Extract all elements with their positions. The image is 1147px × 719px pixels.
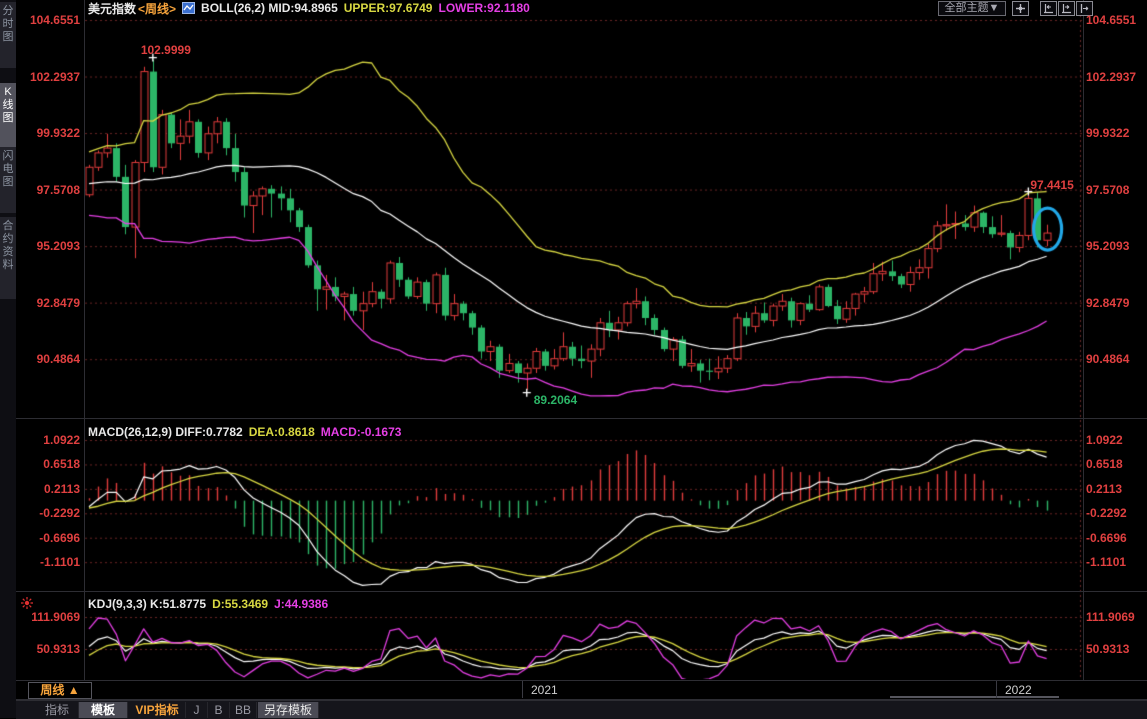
- main-y-label: 99.9322: [1086, 126, 1130, 141]
- axis-gutter-divider: [1083, 0, 1084, 680]
- main-y-label: 102.2937: [29, 69, 80, 84]
- main-y-label: 90.4864: [36, 352, 80, 367]
- main-y-label: 97.5708: [36, 182, 80, 197]
- axis-shift-right-icon[interactable]: [1058, 1, 1075, 16]
- toolbar-item-7[interactable]: 另存模板: [258, 702, 319, 718]
- macd-y-label: 1.0922: [43, 433, 80, 447]
- panel-divider: [16, 418, 1147, 419]
- chart-header: 美元指数 <周线> BOLL(26,2) MID:94.8965 UPPER:97…: [88, 1, 530, 16]
- main-y-label: 104.6551: [1086, 13, 1137, 27]
- main-y-label: 92.8479: [1086, 295, 1130, 310]
- kdj-y-label: 111.9069: [31, 610, 80, 624]
- high-price-annotation: 102.9999: [140, 42, 191, 57]
- toolbar-item-6[interactable]: BB: [230, 702, 257, 718]
- year-label: 2021: [531, 683, 558, 697]
- axis-gutter-divider: [84, 0, 85, 680]
- main-y-label: 95.2093: [36, 239, 80, 254]
- sidebar-item-4[interactable]: 合约资料: [0, 217, 16, 299]
- macd-header: MACD(26,12,9) DIFF:0.7782 DEA:0.8618 MAC…: [88, 425, 401, 439]
- toolbar-item-5[interactable]: B: [208, 702, 230, 718]
- left-sidebar: 分时图 K线图 闪电图合约资料: [0, 0, 16, 718]
- sidebar-item-3[interactable]: 闪电图: [0, 147, 16, 213]
- macd-value: MACD:-0.1673: [320, 425, 402, 439]
- macd-y-label: 0.2113: [1086, 481, 1123, 496]
- axis-shift-left-icon[interactable]: [1040, 1, 1057, 16]
- mini-chart-icon: [182, 2, 196, 14]
- kdj-d-value: D:55.3469: [212, 597, 269, 611]
- macd-y-label: -0.6696: [1086, 530, 1127, 545]
- panel-divider: [16, 591, 1147, 592]
- symbol-title: 美元指数: [88, 1, 137, 16]
- main-y-label: 99.9322: [36, 126, 80, 141]
- kdj-k-value: KDJ(9,3,3) K:51.8775: [88, 597, 207, 611]
- recent-high-annotation: 97.4415: [1030, 177, 1074, 192]
- bottom-toolbar: 指标 模板 VIP指标 J B BB 另存模板: [16, 700, 1147, 719]
- macd-y-label: 0.6518: [1086, 457, 1123, 472]
- period-selector-button[interactable]: 周线 ▲: [28, 682, 92, 699]
- sidebar-item-1[interactable]: 分时图: [0, 2, 16, 68]
- macd-y-label: 1.0922: [1086, 433, 1123, 447]
- main-y-label: 95.2093: [1086, 239, 1130, 254]
- main-y-label: 90.4864: [1086, 352, 1130, 367]
- low-price-annotation: 89.2064: [533, 392, 578, 407]
- boll-upper-value: UPPER:97.6749: [343, 1, 433, 15]
- h-scrollbar-thumb[interactable]: [890, 696, 1059, 698]
- toolbar-item-2[interactable]: 模板: [79, 702, 128, 718]
- macd-y-label: -0.2292: [1086, 506, 1127, 521]
- sidebar-item-2[interactable]: K线图: [0, 83, 16, 149]
- macd-y-label: -0.6696: [39, 530, 80, 545]
- main-y-label: 104.6551: [29, 13, 80, 27]
- boll-value: BOLL(26,2) MID:94.8965: [201, 1, 338, 15]
- boll-lower-value: LOWER:92.1180: [438, 1, 530, 15]
- macd-diff-value: MACD(26,12,9) DIFF:0.7782: [88, 425, 243, 439]
- main-y-label: 97.5708: [1086, 182, 1130, 197]
- toolbar-item-4[interactable]: J: [186, 702, 208, 718]
- period-tag[interactable]: <周线>: [138, 1, 177, 16]
- alert-sun-icon[interactable]: [20, 596, 34, 610]
- main-y-label: 92.8479: [36, 295, 80, 310]
- toolbar-item-3[interactable]: VIP指标: [129, 702, 186, 718]
- year-tick: [522, 681, 523, 698]
- crosshair-move-icon[interactable]: [1012, 1, 1029, 16]
- panel-divider: [16, 699, 1147, 700]
- panel-divider: [16, 680, 1147, 681]
- year-label: 2022: [1005, 683, 1032, 697]
- kdj-header: KDJ(9,3,3) K:51.8775 D:55.3469 J:44.9386: [88, 597, 328, 611]
- year-tick: [996, 681, 997, 698]
- macd-dea-value: DEA:0.8618: [248, 425, 315, 439]
- kdj-y-label: 50.9313: [36, 642, 80, 656]
- pop-out-icon[interactable]: [1076, 1, 1093, 16]
- macd-y-label: 0.6518: [43, 457, 80, 472]
- macd-y-label: -0.2292: [39, 506, 80, 521]
- macd-y-label: -1.1101: [39, 555, 80, 570]
- macd-y-label: -1.1101: [1086, 555, 1127, 570]
- kdj-y-label: 50.9313: [1086, 642, 1130, 656]
- kdj-y-label: 111.9069: [1086, 610, 1135, 624]
- macd-y-label: 0.2113: [43, 481, 80, 496]
- main-y-label: 102.2937: [1086, 69, 1137, 84]
- toolbar-item-1[interactable]: 指标: [36, 702, 79, 718]
- kdj-j-value: J:44.9386: [274, 597, 329, 611]
- theme-dropdown[interactable]: 全部主题▼: [938, 1, 1006, 16]
